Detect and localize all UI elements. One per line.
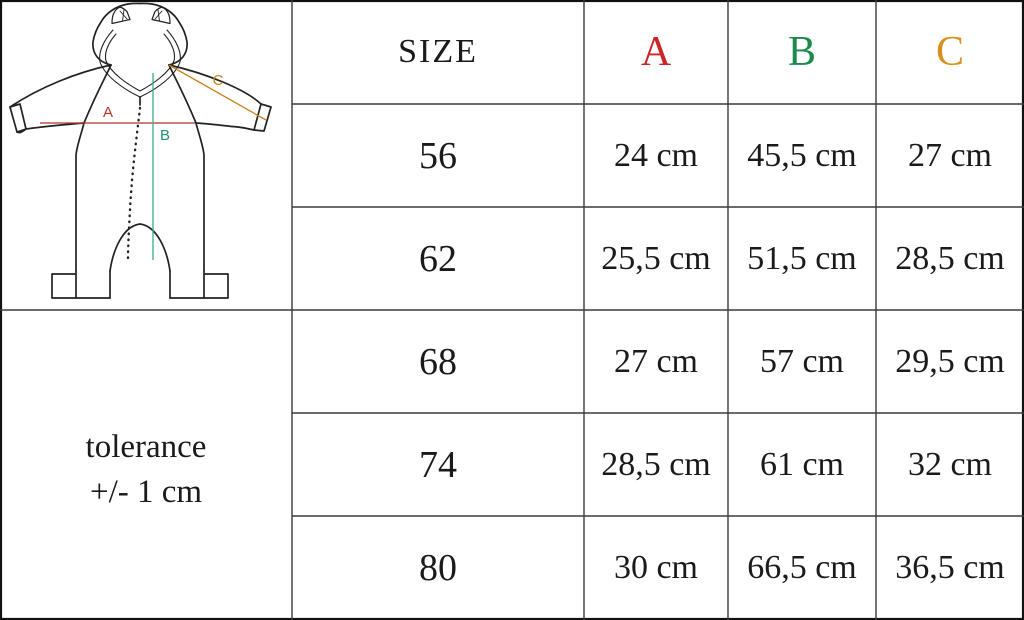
svg-text:A: A (103, 104, 113, 121)
svg-text:B: B (160, 127, 170, 144)
svg-text:C: C (213, 72, 224, 89)
